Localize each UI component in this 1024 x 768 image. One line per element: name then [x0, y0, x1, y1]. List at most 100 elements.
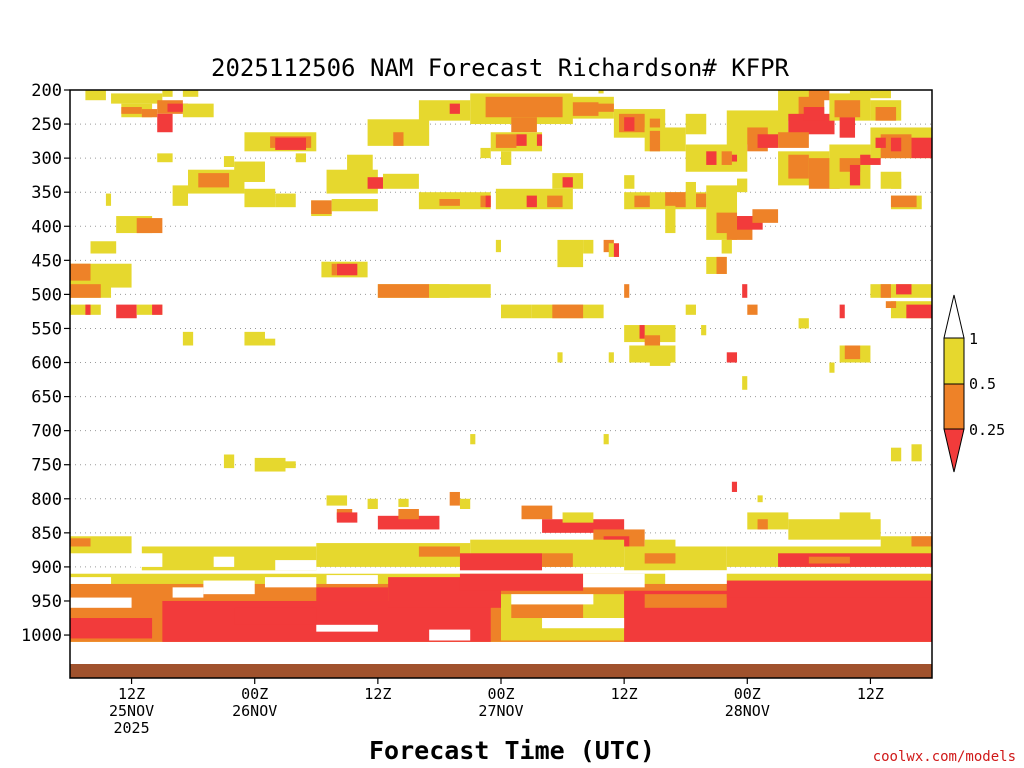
- risk-region-o-142: [778, 132, 809, 148]
- risk-region-y-97: [685, 181, 696, 200]
- risk-region-y-122: [742, 376, 748, 390]
- risk-region-r-161: [896, 284, 912, 295]
- risk-region-o-140: [875, 107, 897, 121]
- risk-region-o-202: [911, 536, 932, 547]
- risk-region-y-69: [685, 113, 707, 135]
- risk-region-r-129: [757, 134, 779, 148]
- risk-region-r-214: [778, 553, 932, 567]
- risk-region-r-137: [839, 117, 856, 138]
- risk-region-o-204: [70, 538, 91, 547]
- risk-region-y-31: [70, 304, 101, 315]
- xtick-label-48-1: 27NOV: [478, 702, 523, 720]
- risk-region-r-38: [367, 177, 383, 189]
- risk-region-y-176: [254, 457, 286, 472]
- risk-region-y-58: [480, 147, 491, 159]
- source-credit: coolwx.com/models: [873, 749, 1016, 765]
- risk-region-y-96: [665, 205, 676, 234]
- risk-region-y-169: [829, 362, 835, 373]
- risk-region-o-30: [70, 284, 101, 298]
- risk-region-o-51: [485, 96, 563, 118]
- risk-region-r-163: [906, 304, 932, 319]
- risk-region-y-84: [495, 239, 501, 253]
- risk-region-r-228: [726, 580, 932, 598]
- risk-region-y-0: [85, 90, 106, 101]
- risk-region-y-98: [624, 175, 635, 189]
- risk-region-y-26: [90, 241, 117, 254]
- clear-gap-13: [316, 624, 378, 632]
- ytick-label-450: 450: [31, 251, 62, 271]
- risk-region-o-94: [665, 192, 686, 208]
- clear-gap-2: [275, 560, 317, 571]
- risk-region-r-56: [536, 134, 543, 146]
- ytick-label-550: 550: [31, 319, 62, 339]
- risk-region-y-70: [598, 90, 604, 94]
- risk-region-r-126: [731, 154, 738, 162]
- risk-region-y-170: [911, 444, 922, 462]
- ytick-label-200: 200: [31, 81, 62, 101]
- risk-region-y-16: [223, 156, 235, 167]
- ytick-label-900: 900: [31, 558, 62, 578]
- risk-region-r-119: [742, 284, 748, 298]
- ytick-label-1000: 1000: [21, 626, 62, 646]
- risk-region-o-134: [808, 90, 830, 101]
- risk-region-o-144: [788, 154, 809, 179]
- risk-region-o-86: [377, 284, 430, 298]
- ytick-label-250: 250: [31, 115, 62, 135]
- risk-region-o-198: [757, 519, 768, 530]
- risk-region-y-118: [737, 178, 748, 193]
- risk-region-y-182: [326, 495, 348, 506]
- ytick-label-400: 400: [31, 217, 62, 237]
- risk-region-y-22: [172, 185, 189, 206]
- risk-region-o-73: [439, 199, 460, 206]
- legend-label-0.25: 0.25: [969, 421, 1005, 439]
- risk-region-r-35: [152, 304, 163, 315]
- risk-region-r-100: [613, 243, 620, 257]
- risk-region-y-157: [890, 178, 902, 189]
- risk-region-y-21: [275, 193, 296, 208]
- risk-region-y-200: [839, 512, 871, 537]
- risk-region-y-109: [701, 325, 707, 336]
- ytick-label-700: 700: [31, 422, 62, 442]
- xtick-label-12-0: 12Z: [118, 685, 145, 703]
- risk-region-o-210: [542, 553, 573, 567]
- ytick-label-300: 300: [31, 149, 62, 169]
- ytick-label-850: 850: [31, 524, 62, 544]
- risk-region-o-28: [70, 263, 91, 281]
- y-axis-ticks: 200 250 300 350 400 450 500 550 600 650 700 750 800 8…: [21, 81, 70, 646]
- risk-region-o-164: [885, 301, 897, 309]
- risk-region-y-87: [429, 284, 491, 298]
- risk-region-y-23: [105, 193, 112, 206]
- clear-gap-3: [203, 580, 255, 595]
- risk-region-y-42: [331, 199, 378, 212]
- risk-region-r-180: [731, 481, 738, 492]
- risk-region-y-10: [182, 90, 199, 97]
- risk-region-r-44: [336, 263, 358, 276]
- risk-region-o-25: [136, 218, 163, 234]
- ytick-label-350: 350: [31, 183, 62, 203]
- risk-region-r-221: [459, 573, 584, 591]
- risk-region-y-171: [890, 447, 902, 462]
- risk-region-r-33: [116, 304, 137, 319]
- clear-gap-8: [511, 594, 594, 605]
- risk-region-r-103: [639, 325, 645, 339]
- xtick-label-72-0: 00Z: [734, 685, 761, 703]
- risk-region-r-153: [890, 137, 902, 152]
- risk-region-y-104: [629, 345, 676, 363]
- risk-region-o-114: [752, 209, 779, 223]
- ytick-label-600: 600: [31, 354, 62, 374]
- risk-region-r-209: [459, 553, 543, 571]
- clear-gap-6: [264, 577, 317, 588]
- risk-region-o-52: [511, 117, 537, 133]
- clear-gap-4: [70, 577, 112, 584]
- ytick-label-950: 950: [31, 592, 62, 612]
- risk-region-y-185: [367, 498, 378, 510]
- clear-gap-5: [172, 587, 204, 598]
- xtick-label-84-0: 12Z: [857, 685, 884, 703]
- risk-region-y-14: [157, 153, 173, 163]
- risk-region-r-55: [516, 134, 527, 146]
- risk-region-o-101: [624, 284, 630, 298]
- risk-region-r-133: [803, 107, 825, 121]
- risk-region-r-75: [485, 195, 491, 208]
- risk-region-o-136: [834, 100, 861, 118]
- risk-region-o-191: [521, 505, 553, 520]
